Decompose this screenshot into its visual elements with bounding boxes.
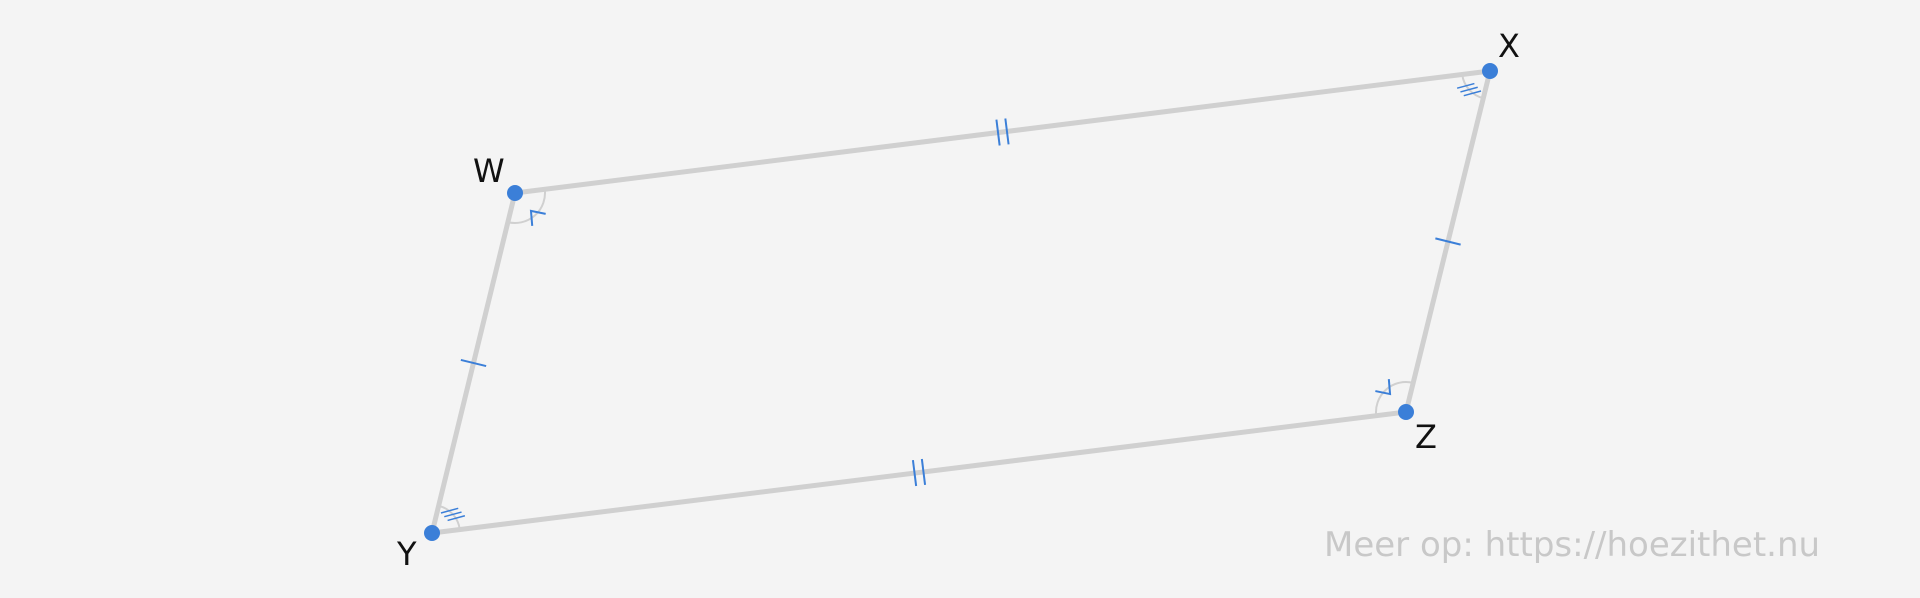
tick-mark-wx xyxy=(995,119,1001,146)
vertex-point-y xyxy=(424,525,440,541)
angle-hatch-y xyxy=(440,507,459,514)
angle-hatch-y xyxy=(444,511,462,518)
side-zy xyxy=(429,409,1409,536)
vertex-point-x xyxy=(1482,63,1498,79)
angle-arc-z xyxy=(1375,381,1414,416)
angle-arc-w xyxy=(507,189,546,224)
vertex-label-z: Z xyxy=(1415,418,1437,456)
vertex-point-z xyxy=(1398,404,1414,420)
angle-hatch-x xyxy=(1460,86,1478,93)
angle-hatch-x xyxy=(1463,90,1482,97)
tick-mark-wx xyxy=(1004,118,1010,145)
tick-mark-zy xyxy=(920,458,927,485)
angle-arrow-w xyxy=(529,209,546,226)
side-wx xyxy=(512,68,1493,196)
angle-hatch-y xyxy=(447,515,466,522)
vertex-label-w: W xyxy=(473,152,505,190)
tick-mark-yw xyxy=(460,358,487,368)
vertex-label-x: X xyxy=(1498,27,1520,65)
vertex-point-w xyxy=(507,185,523,201)
tick-mark-xz xyxy=(1435,237,1461,246)
angle-arrow-z xyxy=(1375,379,1392,396)
tick-mark-zy xyxy=(911,460,918,487)
vertex-label-y: Y xyxy=(396,535,417,573)
angle-hatch-x xyxy=(1456,82,1475,89)
watermark: Meer op: https://hoezithet.nu xyxy=(1324,525,1820,565)
